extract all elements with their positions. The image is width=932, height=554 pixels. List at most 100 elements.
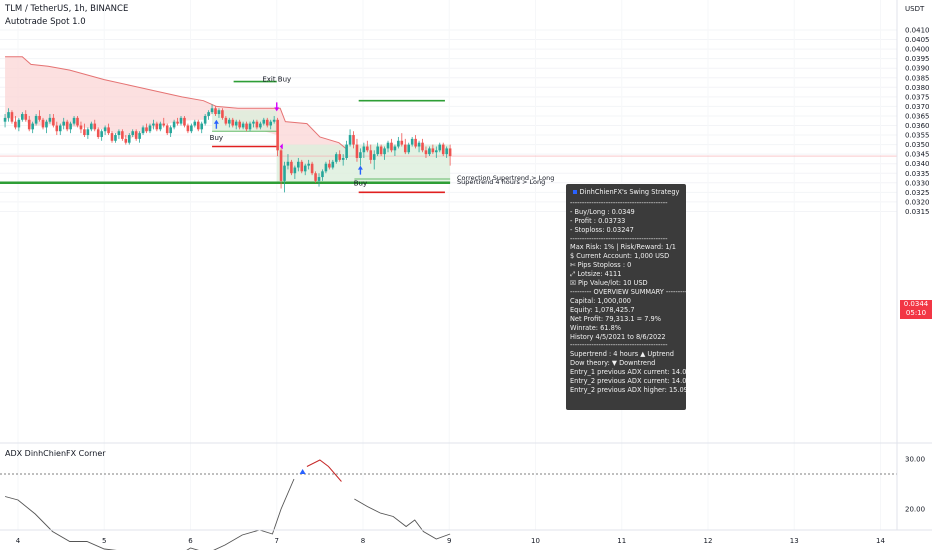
candle-body <box>297 161 300 168</box>
strategy-panel-line: ✄ Pips Stoploss : 0 <box>570 261 632 270</box>
symbol-title[interactable]: TLM / TetherUS, 1h, BINANCE <box>5 4 129 14</box>
candle-body <box>324 163 328 172</box>
candle-body <box>300 161 304 172</box>
candle-body <box>376 146 379 155</box>
time-tick-label: 6 <box>188 537 193 545</box>
strategy-info-panel: DinhChienFX's Swing Strategy -----------… <box>566 184 686 410</box>
candle-body <box>293 167 297 174</box>
candle-body <box>290 161 293 174</box>
candle-body <box>234 121 238 126</box>
adx-line <box>354 498 451 540</box>
candle-body <box>448 148 452 157</box>
candle-body <box>283 165 286 181</box>
price-tick-label: 0.0370 <box>905 103 930 111</box>
time-tick-label: 12 <box>704 537 713 545</box>
candle-body <box>131 131 135 136</box>
candle-body <box>148 125 152 132</box>
candle-body <box>193 121 197 126</box>
candle-body <box>183 117 186 126</box>
candle-body <box>259 123 262 128</box>
candle-body <box>435 150 438 153</box>
buy-arrow-icon <box>213 119 219 129</box>
candle-body <box>190 125 193 132</box>
candle-body <box>127 135 131 143</box>
time-tick-label: 10 <box>531 537 540 545</box>
exit-buy-label: Exit Buy <box>262 75 291 83</box>
indicator-lines <box>0 56 897 194</box>
adx-tick-label: 30.00 <box>905 456 925 464</box>
candle-body <box>48 117 52 122</box>
candle-body <box>393 146 397 151</box>
time-tick-label: 11 <box>617 537 626 545</box>
price-tick-label: 0.0320 <box>905 198 930 206</box>
strategy-panel-line: Max Risk: 1% | Risk/Reward: 1/1 <box>570 243 676 252</box>
time-tick-label: 4 <box>16 537 21 545</box>
exit-arrow-icon <box>274 102 280 112</box>
candle-body <box>400 140 404 145</box>
candle-body <box>179 117 183 124</box>
strategy-panel-lines: ----------------------------------------… <box>570 199 686 395</box>
candle-body <box>145 127 148 132</box>
price-tick-label: 0.0365 <box>905 112 930 120</box>
strategy-panel-line: $ Current Account: 1,000 USD <box>570 252 670 261</box>
candle-body <box>138 133 141 139</box>
supertrend-red-line <box>5 56 347 149</box>
candle-body <box>366 146 369 151</box>
candle-body <box>141 127 145 134</box>
candle-body <box>248 123 252 130</box>
candle-body <box>17 119 21 128</box>
candle-body <box>58 125 62 132</box>
strategy-panel-line: - Stoploss: 0.03247 <box>570 225 634 234</box>
grid <box>0 29 897 212</box>
candle-body <box>252 121 255 124</box>
candle-body <box>69 123 72 130</box>
price-tick-label: 0.0360 <box>905 122 930 130</box>
candle-body <box>83 129 86 136</box>
strategy-panel-line: Equity: 1,078,425.7 <box>570 305 635 314</box>
strategy-title-text: DinhChienFX's Swing Strategy <box>579 188 680 196</box>
price-tick-label: 0.0315 <box>905 208 930 216</box>
price-tick-label: 0.0330 <box>905 179 930 187</box>
candle-body <box>186 125 190 132</box>
candle-body <box>272 119 276 122</box>
candle-body <box>134 131 138 139</box>
candle-body <box>362 146 366 153</box>
trade-signals: Buy Exit Buy Buy Correction Supertrend > Lo… <box>210 75 555 187</box>
candle-body <box>221 110 224 118</box>
price-tick-label: 0.0335 <box>905 170 930 178</box>
square-icon <box>572 190 577 194</box>
buy-label: Buy <box>354 180 367 188</box>
candle-body <box>203 115 207 124</box>
candle-body <box>390 142 393 151</box>
candle-body <box>200 123 204 130</box>
candle-body <box>52 117 55 126</box>
bar-countdown: 05:10 <box>905 309 927 317</box>
candle-body <box>152 123 155 126</box>
strategy-panel-line: Net Profit: 79,313.1 = 7.9% <box>570 314 662 323</box>
candle-body <box>55 125 59 132</box>
adx-up-triangle-icon <box>299 469 306 474</box>
candle-body <box>34 115 38 124</box>
candle-body <box>76 117 79 126</box>
candle-body <box>421 142 424 151</box>
price-tick-label: 0.0405 <box>905 36 930 44</box>
candle-body <box>276 119 279 151</box>
price-tick-label: 0.0385 <box>905 74 930 82</box>
strategy-panel-line: Capital: 1,000,000 <box>570 296 631 305</box>
candle-body <box>410 138 414 145</box>
candle-body <box>407 144 411 153</box>
candle-body <box>414 138 417 147</box>
candle-body <box>441 144 445 155</box>
candle-body <box>303 165 307 172</box>
buy-arrow-icon <box>357 165 363 175</box>
candle-body <box>38 115 41 120</box>
indicator-title[interactable]: Autotrade Spot 1.0 <box>5 17 86 27</box>
buy-label: Buy <box>210 134 223 142</box>
candle-body <box>348 135 352 145</box>
candle-body <box>21 114 24 120</box>
candle-body <box>238 121 241 128</box>
candle-body <box>334 154 338 162</box>
candle-body <box>110 133 114 141</box>
